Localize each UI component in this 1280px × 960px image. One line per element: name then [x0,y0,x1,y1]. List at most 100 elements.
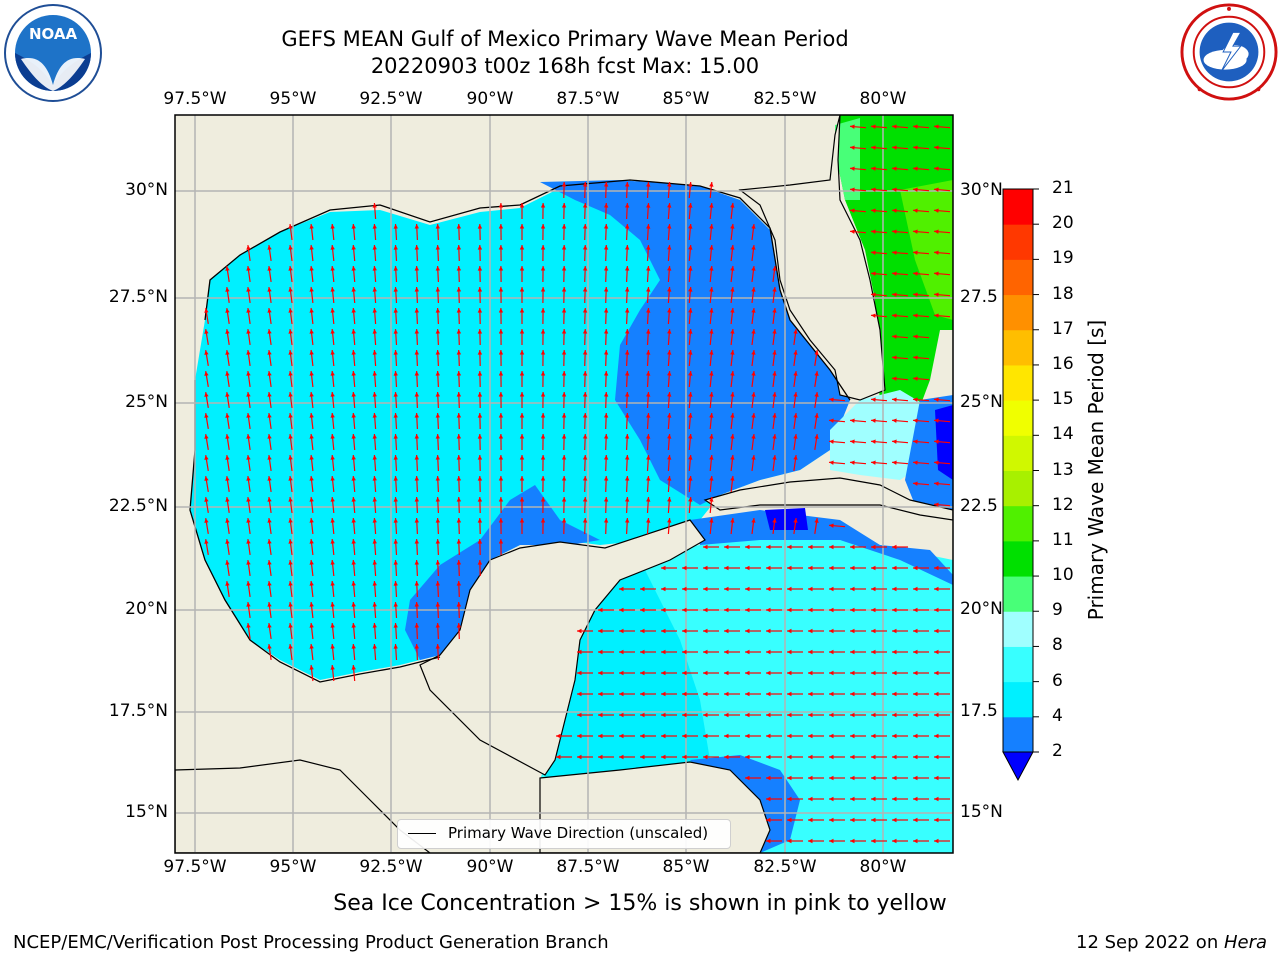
colorbar-level-label: 9 [1052,600,1063,621]
wave-direction-arrowhead [625,434,630,439]
wave-direction-arrowhead [892,397,897,402]
wave-direction-arrowhead [793,350,798,355]
wave-direction-arrowhead [435,329,440,334]
wave-direction-arrowhead [540,455,546,460]
wave-direction-arrowhead [288,392,293,397]
wave-direction-arrowhead [934,397,939,402]
wave-direction-arrowhead [330,329,335,334]
colorbar-band [1003,716,1033,753]
lat-tick-right: 22.5 [960,496,998,516]
wave-direction-arrowhead [709,203,714,208]
wave-direction-arrowhead [640,670,645,676]
wave-direction-arrowhead [414,329,419,334]
lon-tick-top: 82.5°W [753,89,817,109]
wave-direction-arrowhead [540,245,546,250]
wave-direction-arrowhead [850,628,855,634]
wave-direction-arrowhead [309,287,314,292]
wave-direction-arrowhead [577,691,582,697]
wave-direction-arrowhead [688,413,693,418]
wave-direction-arrowhead [330,623,335,628]
wave-direction-arrowhead [393,644,398,649]
wave-direction-arrowhead [661,586,666,592]
wave-direction-arrowhead [892,187,897,192]
wave-direction-arrowhead [598,712,603,718]
wave-direction-arrowhead [625,497,630,502]
wave-direction-arrowhead [604,413,609,418]
wave-direction-arrowhead [267,434,272,439]
wave-direction-arrowhead [829,796,834,802]
footer-credit: NCEP/EMC/Verification Post Processing Pr… [13,932,609,953]
wave-direction-arrowhead [871,397,876,402]
wave-direction-arrowhead [577,754,582,760]
eastern-gulf-blue [540,180,850,505]
colorbar-level-label: 15 [1052,389,1074,410]
wave-direction-arrowhead [829,439,834,444]
wave-direction-arrowhead [267,245,272,250]
wave-direction-arrowhead [456,266,462,271]
wave-direction-arrowhead [351,623,356,628]
wave-direction-arrowhead [477,413,483,418]
wave-direction-arrowhead [667,287,672,292]
wave-direction-arrowhead [246,266,251,271]
colorbar-band [1003,611,1033,647]
wave-direction-arrowhead [414,266,419,271]
wave-direction-arrowhead [934,439,939,444]
wave-direction-arrowhead [751,371,756,376]
wave-direction-arrowhead [934,586,939,592]
wave-direction-arrowhead [477,476,483,481]
wave-direction-arrowhead [288,287,293,292]
wave-direction-arrowhead [808,586,813,592]
lon-tick-top: 90°W [466,89,514,109]
wave-direction-arrowhead [745,712,750,718]
wave-direction-arrowhead [204,497,209,502]
wave-direction-arrowhead [730,392,735,397]
wave-direction-arrowhead [787,691,792,697]
wave-direction-arrowhead [625,371,630,376]
wave-direction-arrowhead [709,329,714,334]
wave-direction-arrowhead [850,229,855,234]
wave-direction-arrowhead [772,518,777,523]
wave-direction-arrowhead [393,455,398,460]
wave-direction-arrowhead [688,266,693,271]
wave-direction-arrowhead [934,670,939,676]
wave-direction-arrowhead [414,392,419,397]
wave-direction-arrowhead [871,586,876,592]
wave-direction-arrowhead [267,602,272,607]
wave-direction-arrowhead [393,392,398,397]
wave-direction-arrowhead [646,413,651,418]
wave-direction-arrowhead [934,187,939,192]
wave-direction-arrowhead [913,754,918,760]
wave-direction-arrowhead [892,313,897,318]
wave-direction-arrowhead [829,418,834,423]
wave-direction-arrowhead [456,308,462,313]
wave-direction-arrowhead [913,691,918,697]
wave-direction-arrowhead [498,224,504,229]
wave-direction-arrowhead [787,754,792,760]
wave-direction-arrowhead [766,670,771,676]
wave-direction-arrowhead [730,476,735,481]
wave-direction-arrowhead [808,607,813,613]
wave-direction-arrowhead [372,644,377,649]
wave-direction-arrowhead [625,392,630,397]
wave-direction-arrowhead [456,455,462,460]
wave-direction-arrowhead [372,560,377,565]
wave-direction-arrowhead [498,350,504,355]
wave-direction-arrowhead [850,124,855,129]
wave-direction-arrowhead [751,245,756,250]
wave-direction-arrowhead [540,266,546,271]
wave-direction-arrowhead [582,350,588,355]
wave-direction-arrowhead [225,497,230,502]
wave-direction-arrowhead [435,266,440,271]
wave-direction-arrowhead [372,392,377,397]
wave-direction-arrowhead [892,775,897,781]
wave-direction-arrowhead [787,607,792,613]
colorbar-extend-triangle [1002,751,1034,782]
wave-direction-arrowhead [724,565,729,571]
wave-direction-arrowhead [892,754,897,760]
wave-direction-arrowhead [498,476,504,481]
wave-direction-arrowhead [204,392,209,397]
wave-direction-arrowhead [724,607,729,613]
wave-direction-arrowhead [372,602,377,607]
wave-direction-arrowhead [787,544,792,550]
wave-direction-arrowhead [772,266,777,271]
